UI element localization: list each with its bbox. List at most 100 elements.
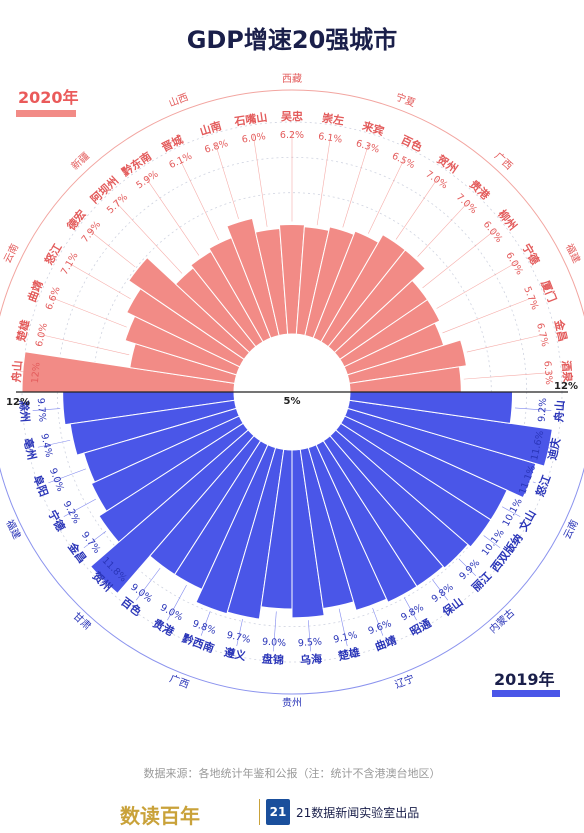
year-2020-label: 2020年 — [18, 88, 79, 107]
y2020-spoke — [368, 157, 406, 234]
y2020-spoke — [417, 201, 470, 257]
y2020-spoke — [395, 177, 439, 240]
y2019-city-label: 迪庆 — [545, 437, 563, 461]
y2020-city-label: 酒泉 — [559, 360, 575, 384]
y2019-spoke — [167, 584, 187, 621]
y2019-bar — [347, 399, 553, 467]
y2020-city-label: 宁德 — [519, 241, 542, 267]
y2019-value-label: 9.7% — [35, 398, 48, 423]
y2020-spoke — [436, 261, 518, 309]
y2020-value-label: 6.0% — [481, 219, 505, 245]
y2020-spoke — [145, 177, 200, 256]
y2020-city-label: 吴忠 — [281, 109, 303, 123]
y2020-spoke — [316, 134, 332, 226]
y2019-spoke — [338, 608, 348, 647]
y2020-spoke — [19, 371, 33, 373]
y2020-city-label: 贵港 — [467, 177, 493, 203]
y2020-value-label: 6.3% — [541, 360, 554, 385]
y2019-province-label: 内蒙古 — [486, 606, 517, 636]
y2019-city-label: 遵义 — [223, 645, 248, 664]
y2019-city-label: 乌海 — [300, 652, 323, 668]
y2020-value-label: 6.1% — [167, 151, 194, 171]
y2019-value-label: 9.8% — [191, 618, 217, 637]
y2020-spoke — [114, 201, 183, 274]
y2020-value-label: 6.0% — [241, 131, 267, 145]
y2020-value-label: 6.3% — [354, 138, 380, 156]
y2019-spoke — [63, 498, 96, 517]
y2019-spoke — [514, 407, 552, 411]
footer-org: 21数据新闻实验室出品 — [296, 806, 420, 820]
y2020-province-arc — [0, 89, 584, 318]
y2019-province-label: 贵州 — [282, 696, 302, 709]
y2020-spoke — [88, 229, 136, 268]
y2019-spoke — [48, 468, 86, 484]
y2020-value-label: 5.7% — [105, 192, 130, 216]
y2019-spoke — [483, 535, 501, 549]
y2020-bar — [327, 249, 426, 354]
y2020-city-label: 舟山 — [9, 360, 25, 383]
y2020-spoke — [66, 261, 131, 300]
y2020-value-label: 6.1% — [317, 131, 343, 145]
y2020-spoke — [178, 157, 220, 241]
y2019-spoke — [273, 611, 277, 652]
y2019-value-label: 9.0% — [47, 467, 66, 493]
y2019-value-label: 9.2% — [537, 398, 550, 423]
footer-badge: 21 — [266, 799, 290, 825]
y2019-city-label: 怒江 — [533, 473, 554, 499]
y2020-city-label: 贺州 — [434, 151, 461, 176]
y2020-city-label: 曲靖 — [25, 278, 46, 304]
y2019-bar — [195, 444, 277, 615]
page-title: GDP增速20强城市 — [186, 26, 398, 54]
y2020-spoke — [215, 143, 239, 220]
y2019-spoke — [372, 607, 384, 636]
y2020-value-label: 7.9% — [80, 219, 104, 245]
y2020-spoke — [38, 333, 130, 356]
y2020-city-label: 柳州 — [495, 207, 520, 233]
y2019-province-label: 云南 — [560, 517, 581, 541]
y2019-city-label: 楚雄 — [337, 645, 361, 663]
y2019-city-label: 昭通 — [408, 617, 434, 639]
y2020-value-label: 6.0% — [34, 322, 50, 348]
y2019-bar — [291, 448, 325, 619]
y2020-city-label: 崇左 — [321, 111, 345, 128]
y2019-city-label: 曲靖 — [373, 633, 399, 654]
footer-divider — [259, 799, 260, 825]
y2019-value-label: 9.6% — [367, 618, 393, 637]
y2019-bar — [69, 399, 237, 456]
y2020-spoke — [463, 372, 552, 380]
year-2019-underline — [492, 690, 560, 697]
y2019-city-label: 盘锦 — [261, 652, 284, 668]
y2020-bar — [128, 256, 251, 361]
y2019-city-label: 阜阳 — [30, 473, 51, 499]
y2020-bar — [346, 339, 467, 384]
y2019-spoke — [432, 579, 449, 601]
y2020-value-label: 5.9% — [134, 169, 160, 192]
y2020-spoke — [422, 229, 496, 289]
y2020-value-label: 6.8% — [203, 138, 229, 156]
y2020-province-label: 山西 — [167, 91, 190, 109]
source-note: 数据来源：各地统计年鉴和公报（注：统计不含港澳台地区） — [143, 767, 441, 780]
y2020-spoke — [252, 134, 268, 227]
y2020-spoke — [466, 333, 546, 353]
y2019-spoke — [458, 558, 477, 577]
y2020-city-label: 百色 — [399, 132, 425, 154]
y2019-spoke — [101, 575, 109, 583]
y2020-city-label: 金昌 — [552, 317, 571, 343]
y2019-city-label: 滁州 — [17, 400, 33, 423]
y2020-value-label: 5.7% — [521, 285, 540, 311]
y2020-value-label: 6.0% — [503, 251, 525, 277]
y2020-value-label: 6.5% — [390, 151, 417, 171]
y2019-city-label: 舟山 — [552, 400, 568, 423]
y2019-bar — [89, 429, 255, 595]
y2019-city-label: 亳州 — [21, 437, 39, 461]
y2020-province-label: 福建 — [563, 241, 584, 265]
scale-label-right: 12% — [554, 381, 578, 392]
y2020-city-label: 晋城 — [159, 132, 185, 154]
y2019-bar — [62, 391, 236, 426]
y2020-value-label: 7.0% — [423, 169, 449, 192]
y2019-value-label: 9.5% — [298, 637, 323, 650]
y2019-province-label: 辽宁 — [393, 672, 416, 691]
y2020-city-label: 怒江 — [41, 241, 64, 267]
y2020-bar — [21, 351, 236, 393]
y2019-bar — [226, 447, 285, 620]
